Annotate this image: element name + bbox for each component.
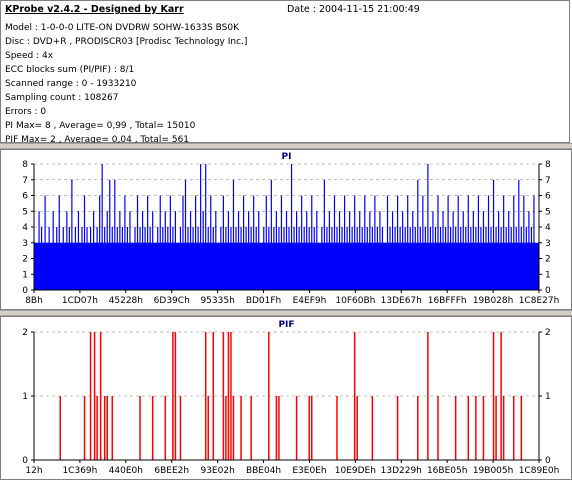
pif-x-tick-label: 13D229h	[381, 466, 422, 476]
pi-y-tick-label: 8	[22, 160, 28, 170]
pi-x-tick-label: E4EF9h	[293, 296, 327, 306]
pif-x-tick-label: 1C89E0h	[519, 466, 560, 476]
splitter-top[interactable]	[0, 143, 572, 149]
pi-x-tick-label: 10F60Bh	[335, 296, 375, 306]
pi-y-tick-label: 0	[22, 286, 28, 296]
pi-y-tick-label: 4	[22, 223, 28, 233]
pi-y-tick-label-right: 2	[545, 255, 551, 265]
scan-date: Date : 2004-11-15 21:00:49	[287, 4, 420, 15]
pif-y-tick-label: 2	[22, 328, 28, 338]
pif-y-tick-label-right: 2	[545, 328, 551, 338]
pif-y-tick-label: 1	[22, 392, 28, 402]
pif-x-tick-label: 440E0h	[109, 466, 143, 476]
pi-y-tick-label: 2	[22, 255, 28, 265]
pif-x-tick-label: 1C369h	[62, 466, 97, 476]
pif-y-tick-label: 0	[22, 456, 28, 466]
pi-x-tick-label: 13DE67h	[381, 296, 422, 306]
pif-x-tick-label: 16BE05h	[427, 466, 467, 476]
pi-x-tick-label: 19B028h	[473, 296, 514, 306]
pi-x-tick-label: 16BFFFh	[428, 296, 467, 306]
app-title: KProbe v2.4.2 - Designed by Karr	[5, 4, 184, 15]
pi-y-tick-label-right: 3	[545, 239, 551, 249]
info-ecc-blocks: ECC blocks sum (PI/PIF) : 8/1	[5, 65, 135, 75]
info-panel: KProbe v2.4.2 - Designed by Karr Date : …	[0, 0, 570, 145]
info-pi-stats: PI Max= 8 , Average= 0,99 , Total= 15010	[5, 121, 196, 131]
pif-chart-title: PIF	[278, 320, 294, 330]
pi-y-tick-label: 1	[22, 270, 28, 280]
pi-chart: PI 0 0 1 1 2 2 3 3 4 4 5 5 6 6 7 7 8 8 8Bh 1CD07h 45228h 6D39C…	[22, 152, 560, 306]
pif-x-tick-label: 19B005h	[473, 466, 514, 476]
pif-x-tick-label: 10E9DEh	[335, 466, 376, 476]
pi-y-tick-label-right: 0	[545, 286, 551, 296]
pi-y-tick-label: 6	[22, 192, 28, 202]
pi-chart-title: PI	[282, 152, 292, 162]
pif-x-tick-label: BBE04h	[246, 466, 281, 476]
pif-x-tick-label: 12h	[25, 466, 42, 476]
pi-y-tick-label-right: 7	[545, 176, 551, 186]
pi-y-tick-label: 7	[22, 176, 28, 186]
pi-x-tick-label: 1CD07h	[62, 296, 98, 306]
info-model: Model : 1-0-0-0 LITE-ON DVDRW SOHW-1633S…	[5, 23, 239, 33]
pi-y-tick-label-right: 4	[545, 223, 551, 233]
pi-y-tick-label: 5	[22, 207, 28, 217]
pi-x-tick-label: 6D39Ch	[154, 296, 190, 306]
pi-y-tick-label-right: 8	[545, 160, 551, 170]
pif-y-tick-label-right: 0	[545, 456, 551, 466]
info-scanned-range: Scanned range : 0 - 1933210	[5, 79, 137, 89]
pi-y-tick-label-right: 5	[545, 207, 551, 217]
info-sampling-count: Sampling count : 108267	[5, 93, 119, 103]
pi-x-tick-label: 1C8E27h	[519, 296, 560, 306]
info-errors: Errors : 0	[5, 107, 47, 117]
splitter-bottom[interactable]	[0, 310, 572, 316]
pi-x-tick-label: 45228h	[109, 296, 143, 306]
info-speed: Speed : 4x	[5, 51, 54, 61]
pif-y-tick-label-right: 1	[545, 392, 551, 402]
pif-x-tick-label: 6BEE2h	[154, 466, 189, 476]
pif-x-tick-label: 93E02h	[200, 466, 234, 476]
pi-x-tick-label: 8Bh	[25, 296, 43, 306]
pi-y-tick-label-right: 1	[545, 270, 551, 280]
pif-chart: PIF 0 0 1 1 2 2 12h 1C369h 440E0h 6BEE2h 93E02h BBE0…	[22, 320, 560, 476]
info-pif-stats: PIF Max= 2 , Average= 0,04 , Total= 561	[5, 135, 190, 145]
pi-chart-panel: PI 0 0 1 1 2 2 3 3 4 4 5 5 6 6 7 7 8 8 8Bh 1CD07h 45228h 6D39C…	[0, 149, 572, 310]
pi-x-tick-label: BD01Fh	[246, 296, 281, 306]
pi-y-tick-label-right: 6	[545, 192, 551, 202]
info-disc: Disc : DVD+R , PRODISCR03 [Prodisc Techn…	[5, 37, 248, 47]
pif-x-tick-label: E3E0Eh	[292, 466, 326, 476]
pi-x-tick-label: 95335h	[200, 296, 234, 306]
pi-y-tick-label: 3	[22, 239, 28, 249]
pif-chart-panel: PIF 0 0 1 1 2 2 12h 1C369h 440E0h 6BEE2h 93E02h BBE0…	[0, 316, 572, 480]
